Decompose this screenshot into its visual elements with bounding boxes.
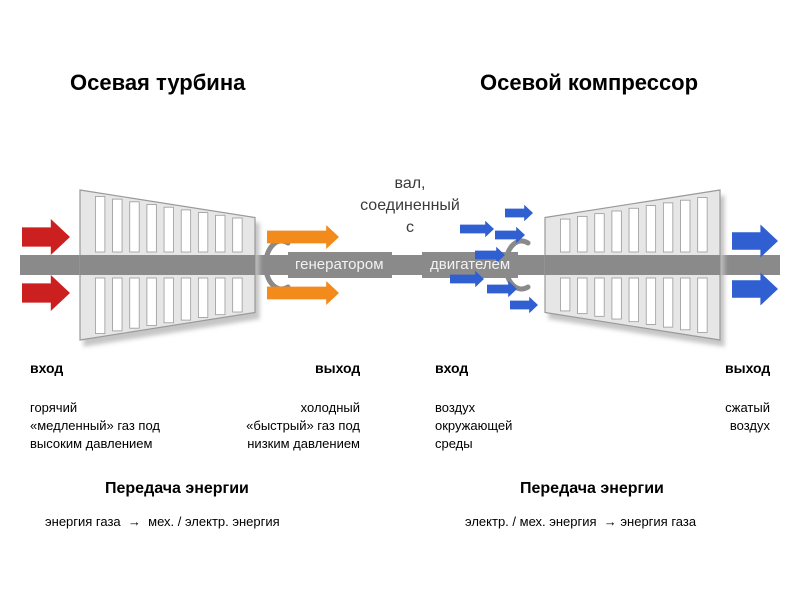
desc-ro-1: сжатый xyxy=(700,400,770,415)
generator-label: генератором xyxy=(295,256,384,273)
transfer-title-right: Передача энергии xyxy=(520,480,664,498)
shaft-label-l1: вал, xyxy=(365,175,455,193)
engine-label: двигателем xyxy=(430,256,510,273)
desc-ri-1: воздух xyxy=(435,400,475,415)
io-left-out: выход xyxy=(315,360,360,376)
desc-lo-1: холодный xyxy=(240,400,360,415)
title-left: Осевая турбина xyxy=(70,70,245,96)
transfer-right-b: энергия газа xyxy=(620,514,696,529)
desc-li-1: горячий xyxy=(30,400,77,415)
transfer-right-a: электр. / мех. энергия xyxy=(465,514,597,529)
io-right-in: вход xyxy=(435,360,468,376)
io-right-out: выход xyxy=(725,360,770,376)
shaft-label-l3: с xyxy=(365,219,455,237)
title-right: Осевой компрессор xyxy=(480,70,698,96)
transfer-right-body: электр. / мех. энергия → энергия газа xyxy=(465,514,696,529)
desc-li-3: высоким давлением xyxy=(30,436,152,451)
desc-ri-3: среды xyxy=(435,436,473,451)
transfer-left-b: мех. / электр. энергия xyxy=(148,514,280,529)
shaft-label-l2: соединенный xyxy=(350,197,470,215)
transfer-left-body: энергия газа → мех. / электр. энергия xyxy=(45,514,280,529)
transfer-left-a: энергия газа xyxy=(45,514,121,529)
desc-ro-2: воздух xyxy=(700,418,770,433)
desc-li-2: «медленный» газ под xyxy=(30,418,160,433)
transfer-title-left: Передача энергии xyxy=(105,480,249,498)
desc-lo-2: «быстрый» газ под xyxy=(230,418,360,433)
desc-ri-2: окружающей xyxy=(435,418,512,433)
io-left-in: вход xyxy=(30,360,63,376)
desc-lo-3: низким давлением xyxy=(230,436,360,451)
